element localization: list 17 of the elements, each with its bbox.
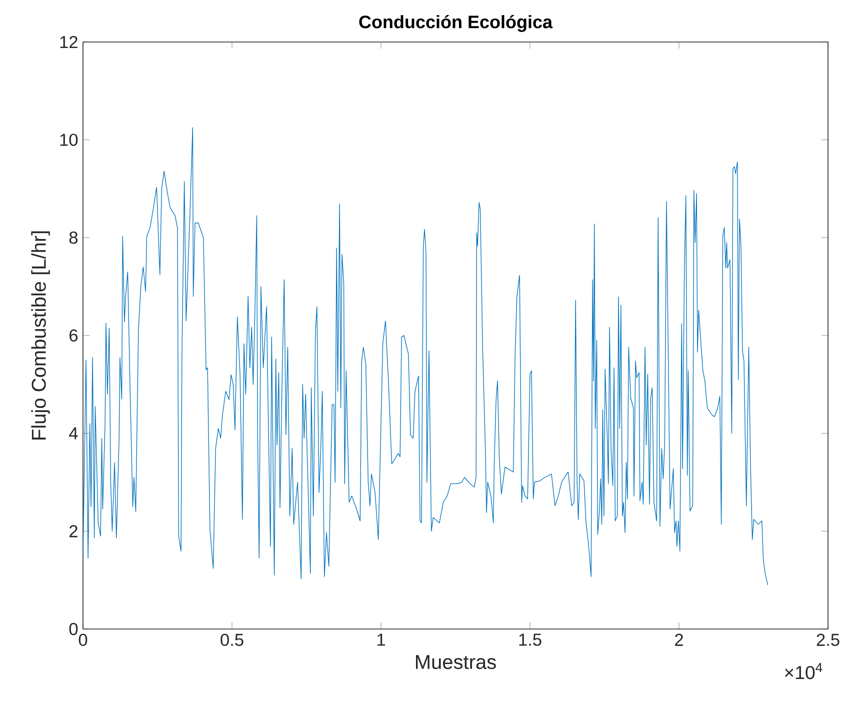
y-tick-label: 4	[69, 427, 78, 440]
x-axis-title: Muestras	[416, 655, 496, 670]
x-tick-label: 2.5	[816, 634, 840, 646]
x-tick-label: 1	[378, 634, 385, 646]
y-tick-label: 10	[60, 134, 78, 146]
y-tick-label: 8	[69, 232, 78, 244]
text: ×10$^{4}$	[784, 663, 822, 680]
y-tick-label: 0	[69, 622, 78, 636]
y-tick-label: 2	[70, 525, 78, 538]
x-tick-label: 1.5	[519, 634, 542, 646]
chart-title: Conducción Ecológica	[359, 14, 553, 32]
y-tick-label: 6	[70, 329, 78, 342]
x-tick-label: 0.5	[220, 634, 244, 646]
y-tick-label: 12	[60, 36, 78, 48]
x-tick-label: 2	[675, 634, 683, 646]
y-axis-title: Flujo Combustible [L/hr]	[31, 231, 50, 440]
x-tick-label: 0	[78, 634, 88, 646]
